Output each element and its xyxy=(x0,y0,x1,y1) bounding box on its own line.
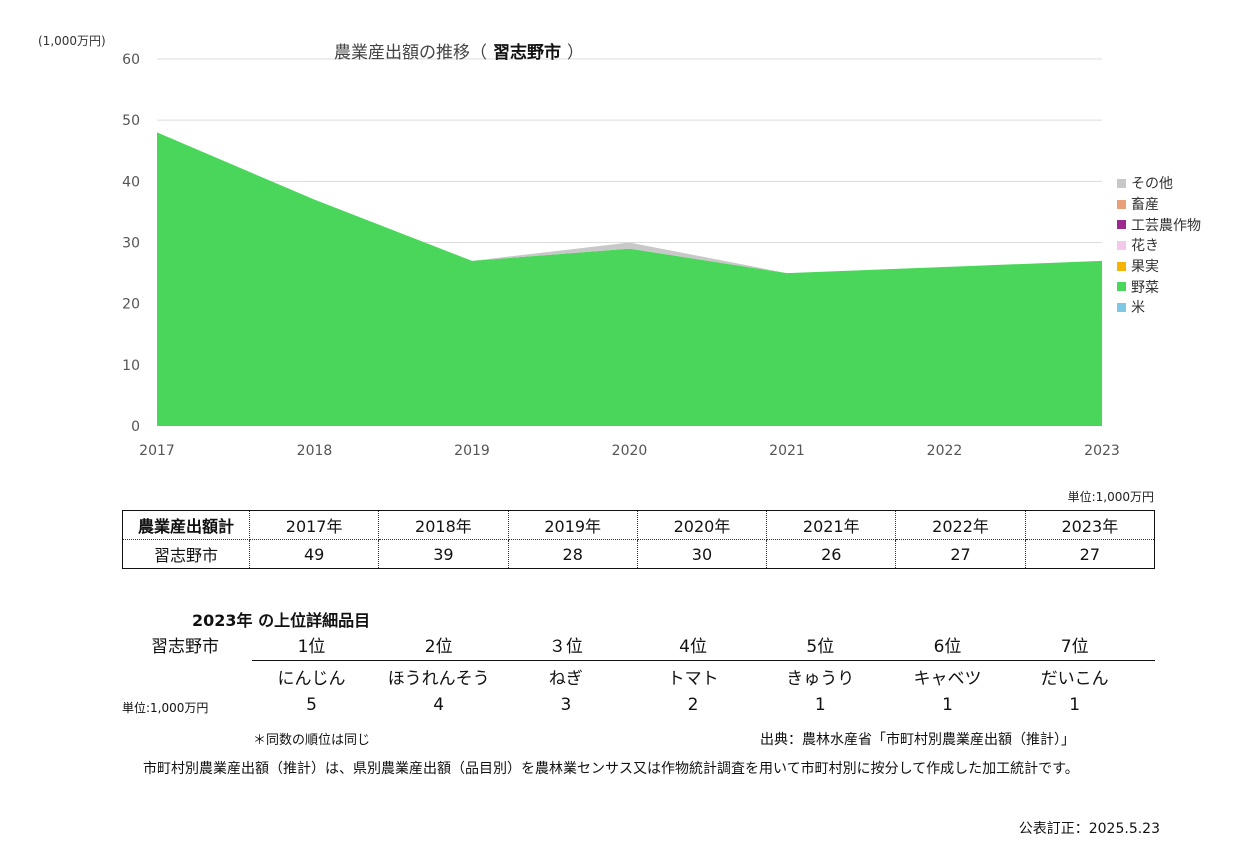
total-value: 26 xyxy=(766,539,897,569)
x-tick-label: 2021 xyxy=(769,443,805,459)
legend-swatch xyxy=(1117,302,1126,312)
totals-row-label: 習志野市 xyxy=(122,539,250,569)
year-header: 2017年 xyxy=(248,510,380,540)
legend-swatch xyxy=(1117,178,1126,188)
rank-label: 2位 xyxy=(424,637,453,657)
legend-item: 花き xyxy=(1117,235,1201,256)
totals-value-row: 習志野市 49 39 28 30 26 27 27 xyxy=(122,539,1156,569)
area-chart: 0 10 20 30 40 50 60 2017 2018 2019 2020 2021 2022 202… xyxy=(122,52,1120,459)
x-tick-label: 2020 xyxy=(612,443,648,459)
rank-item: ほうれんそう xyxy=(387,669,490,689)
legend-label: 米 xyxy=(1131,300,1145,317)
ranking-divider xyxy=(252,660,1155,661)
rank-value: 3 xyxy=(560,695,572,715)
ranking-item-row: にんじん ほうれんそう ねぎ トマト きゅうり キャベツ だいこん xyxy=(122,664,1155,692)
chart-legend: その他畜産工芸農作物花き果実野菜米 xyxy=(1117,173,1201,318)
total-value: 49 xyxy=(248,539,380,569)
year-header: 2023年 xyxy=(1024,510,1156,540)
area-series-野菜 xyxy=(157,132,1102,426)
y-tick-label: 60 xyxy=(122,52,140,68)
ranking-title: 2023年 の上位詳細品目 xyxy=(192,611,371,630)
year-header: 2019年 xyxy=(507,510,638,540)
total-value: 27 xyxy=(895,539,1026,569)
legend-item: 工芸農作物 xyxy=(1117,214,1201,235)
rank-value: 5 xyxy=(306,695,317,715)
legend-label: 畜産 xyxy=(1131,197,1159,214)
x-tick-label: 2017 xyxy=(139,443,175,459)
year-header: 2021年 xyxy=(766,510,897,540)
y-axis-unit: (1,000万円) xyxy=(38,34,106,48)
rank-value: 2 xyxy=(687,695,699,715)
ranking-value-row: 5 4 3 2 1 1 1 xyxy=(122,695,1155,723)
x-tick-label: 2018 xyxy=(297,443,333,459)
area-series-その他 xyxy=(157,132,1102,274)
legend-swatch xyxy=(1117,261,1126,271)
rank-label: 5位 xyxy=(806,637,835,657)
legend-item: 野菜 xyxy=(1117,276,1201,297)
total-value: 39 xyxy=(378,539,509,569)
y-tick-label: 0 xyxy=(131,419,140,435)
y-tick-label: 50 xyxy=(122,113,140,129)
ranking-row-label: 習志野市 xyxy=(151,637,219,657)
chart-title-municipality: 習志野市 xyxy=(493,43,561,63)
ranking-unit: 単位:1,000万円 xyxy=(122,701,209,715)
ranking-rank-row: 習志野市 1位 2位 ３位 4位 5位 6位 7位 xyxy=(122,632,1155,660)
year-header: 2022年 xyxy=(895,510,1026,540)
legend-label: 野菜 xyxy=(1131,279,1159,296)
totals-header-row: 農業産出額計 2017年 2018年 2019年 2020年 2021年 202… xyxy=(122,510,1156,540)
rank-value: 1 xyxy=(942,695,953,715)
y-tick-label: 20 xyxy=(122,297,140,313)
rank-label: 6位 xyxy=(933,637,962,657)
x-tick-label: 2022 xyxy=(927,443,963,459)
legend-label: 果実 xyxy=(1131,259,1159,276)
rank-item: にんじん xyxy=(277,669,346,689)
rank-item: ねぎ xyxy=(548,669,583,689)
rank-value: 1 xyxy=(1069,695,1081,715)
rank-value: 1 xyxy=(814,695,826,715)
chart-title: 農業産出額の推移（ 習志野市 ） xyxy=(334,38,584,63)
legend-item: 果実 xyxy=(1117,256,1201,277)
source-note: 出典：農林水産省「市町村別農業産出額（推計）」 xyxy=(760,732,1075,748)
y-tick-label: 30 xyxy=(122,236,140,252)
legend-item: 畜産 xyxy=(1117,194,1201,215)
rank-item: だいこん xyxy=(1040,669,1109,689)
year-header: 2018年 xyxy=(378,510,509,540)
y-tick-label: 10 xyxy=(122,358,140,374)
legend-label: 工芸農作物 xyxy=(1131,217,1201,234)
rank-item: キャベツ xyxy=(913,669,982,689)
legend-label: その他 xyxy=(1131,176,1173,193)
legend-swatch xyxy=(1117,240,1126,250)
published-date: 公表訂正：2025.5.23 xyxy=(1018,821,1160,837)
rank-label: 1位 xyxy=(297,637,326,657)
legend-swatch xyxy=(1117,199,1126,209)
chart-title-suffix: ） xyxy=(567,43,584,63)
legend-item: その他 xyxy=(1117,173,1201,194)
legend-label: 花き xyxy=(1131,238,1159,255)
rank-label: 4位 xyxy=(679,637,707,657)
rank-item: きゅうり xyxy=(786,669,855,689)
year-header: 2020年 xyxy=(636,510,768,540)
totals-header-label: 農業産出額計 xyxy=(122,510,250,540)
rank-item: トマト xyxy=(667,669,719,689)
total-value: 30 xyxy=(636,539,768,569)
y-tick-label: 40 xyxy=(122,174,140,190)
rank-value: 4 xyxy=(433,695,445,715)
legend-swatch xyxy=(1117,220,1126,230)
total-value: 27 xyxy=(1024,539,1156,569)
totals-table: 農業産出額計 2017年 2018年 2019年 2020年 2021年 202… xyxy=(122,510,1156,569)
legend-item: 米 xyxy=(1117,297,1201,318)
legend-swatch xyxy=(1117,282,1126,292)
x-tick-label: 2019 xyxy=(454,443,490,459)
chart-title-prefix: 農業産出額の推移（ xyxy=(334,43,487,63)
x-tick-label: 2023 xyxy=(1084,443,1120,459)
rank-label: ３位 xyxy=(548,637,583,657)
rank-label: 7位 xyxy=(1060,637,1089,657)
table-unit: 単位:1,000万円 xyxy=(1067,490,1154,504)
description: 市町村別農業産出額（推計）は、県別農業産出額（品目別）を農林業センサス又は作物統… xyxy=(143,761,1079,777)
total-value: 28 xyxy=(507,539,638,569)
rank-note: ＊同数の順位は同じ xyxy=(253,733,371,748)
